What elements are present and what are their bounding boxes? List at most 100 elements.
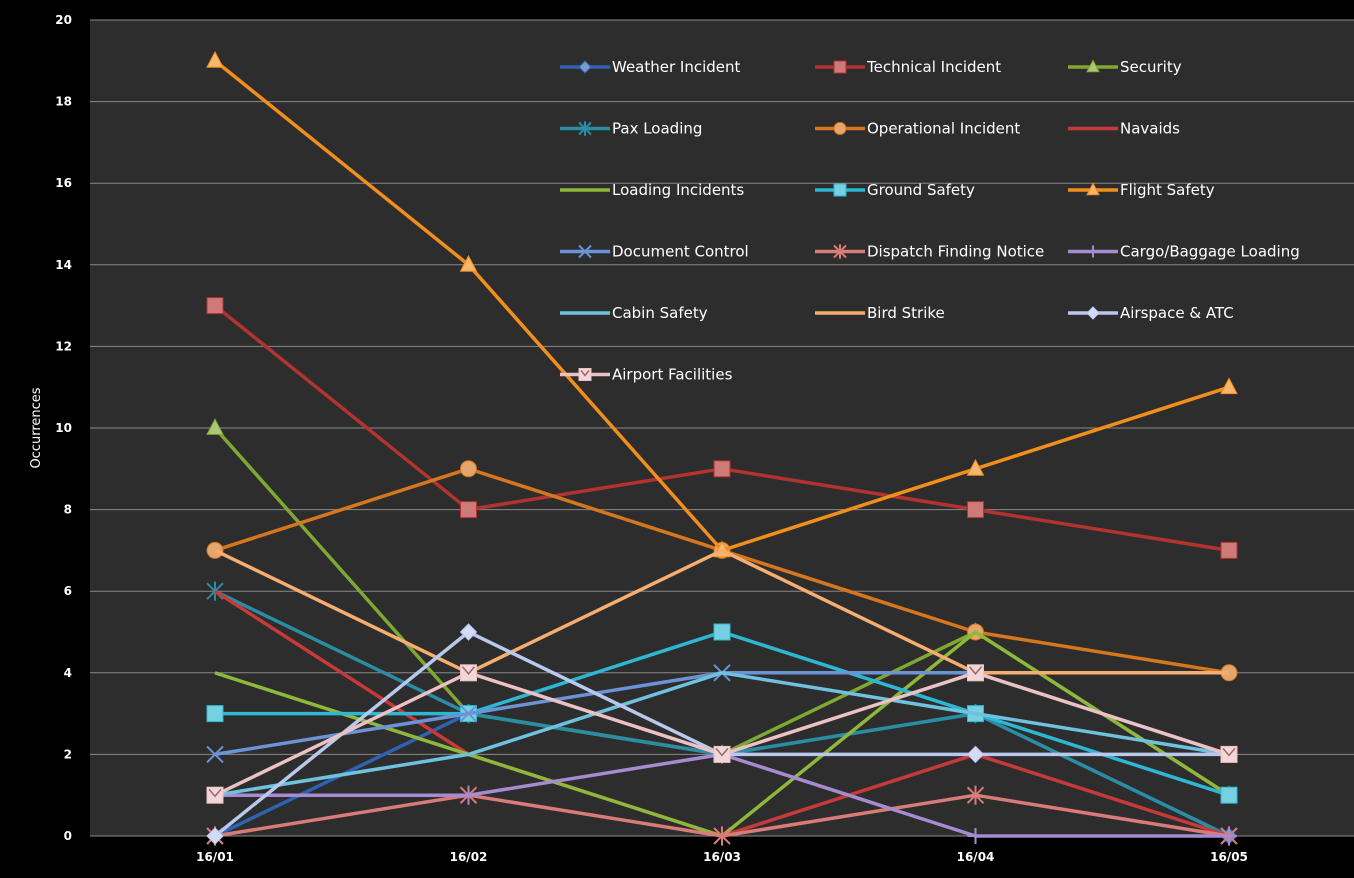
data-point-document-control — [459, 704, 478, 723]
series-technical-incident — [206, 297, 1238, 559]
legend-label: Loading Incidents — [612, 181, 744, 199]
data-point-operational-incident — [460, 460, 477, 478]
legend-label: Cabin Safety — [612, 304, 708, 322]
data-point-cargo-baggage-loading — [1221, 828, 1237, 844]
data-point-airspace-atc — [206, 827, 224, 845]
legend-marker — [1086, 306, 1100, 320]
legend-marker — [578, 121, 592, 136]
data-point-cargo-baggage-loading — [967, 828, 984, 844]
x-tick-label: 16/04 — [957, 850, 995, 864]
legend: Weather Incident Technical Incident Securi… — [560, 58, 1300, 384]
legend-label: Airport Facilities — [612, 366, 733, 384]
legend-marker — [1086, 182, 1100, 196]
data-point-airspace-atc — [966, 745, 985, 764]
series-airport-facilities — [206, 664, 1238, 804]
data-point-document-control — [206, 745, 224, 764]
data-point-airport-facilities-glyph — [968, 666, 983, 675]
data-point-airport-facilities-glyph — [461, 666, 476, 675]
data-point-cargo-baggage-loading — [460, 787, 477, 804]
data-point-dispatch-finding-notice — [966, 785, 985, 805]
legend-label: Weather Incident — [612, 58, 741, 76]
data-point-technical-incident — [460, 501, 477, 519]
x-tick-label: 16/03 — [703, 850, 741, 864]
y-tick-label: 0 — [64, 829, 72, 843]
data-point-airspace-atc — [459, 623, 478, 641]
series-bird-strike — [214, 548, 1229, 675]
data-point-technical-incident — [967, 501, 984, 519]
legend-label: Bird Strike — [867, 304, 945, 322]
data-point-airport-facilities-glyph — [208, 788, 222, 798]
legend-item-ground-safety: Ground Safety — [815, 181, 975, 199]
data-point-ground-safety — [206, 705, 224, 723]
legend-item-operational-incident: Operational Incident — [815, 120, 1020, 138]
legend-label: Flight Safety — [1120, 181, 1215, 199]
data-point-ground-safety — [713, 623, 731, 641]
data-point-dispatch-finding-notice — [713, 826, 731, 846]
y-tick-label: 10 — [55, 421, 72, 435]
data-point-technical-incident — [1220, 541, 1238, 559]
legend-item-cabin-safety: Cabin Safety — [560, 304, 708, 322]
y-tick-label: 4 — [64, 666, 72, 680]
legend-item-technical-incident: Technical Incident — [815, 58, 1001, 76]
legend-marker — [578, 60, 592, 74]
y-tick-label: 16 — [55, 176, 72, 190]
x-tick-labels: 16/01 16/02 16/03 16/04 16/05 — [196, 850, 1248, 864]
legend-marker — [833, 244, 847, 259]
legend-item-pax-loading: Pax Loading — [560, 120, 702, 138]
legend-marker — [1087, 245, 1099, 258]
legend-item-navaids: Navaids — [1068, 120, 1180, 138]
data-point-flight-safety — [206, 50, 224, 68]
data-point-flight-safety — [459, 254, 478, 272]
legend-item-airspace-atc: Airspace & ATC — [1068, 304, 1234, 322]
data-point-airport-facilities-glyph — [1222, 747, 1236, 757]
legend-item-loading-incidents: Loading Incidents — [560, 181, 744, 199]
y-tick-label: 18 — [55, 95, 72, 109]
legend-item-cargo-baggage-loading: Cargo/Baggage Loading — [1068, 243, 1300, 261]
legend-marker — [578, 244, 592, 259]
series-cabin-safety — [214, 671, 1230, 797]
series-lines — [206, 50, 1238, 846]
legend-item-airport-facilities: Airport Facilities — [560, 366, 733, 384]
legend-item-security: Security — [1068, 58, 1182, 76]
legend-label: Cargo/Baggage Loading — [1120, 243, 1300, 261]
legend-item-document-control: Document Control — [560, 243, 749, 261]
legend-marker — [1086, 59, 1100, 73]
series-line-cabin-safety — [214, 671, 1230, 797]
legend-item-dispatch-finding-notice: Dispatch Finding Notice — [815, 243, 1044, 261]
y-tick-labels: 0 2 4 6 8 10 12 14 16 18 20 — [55, 13, 72, 843]
legend-label: Security — [1120, 58, 1182, 76]
data-point-security — [206, 418, 224, 435]
legend-label: Navaids — [1120, 120, 1180, 138]
y-tick-label: 2 — [64, 747, 72, 761]
legend-marker — [833, 122, 847, 135]
x-tick-label: 16/01 — [196, 850, 234, 864]
legend-label: Pax Loading — [612, 120, 702, 138]
legend-label: Document Control — [612, 243, 749, 261]
data-point-airport-facilities-glyph — [715, 747, 729, 757]
series-line-bird-strike — [214, 548, 1229, 675]
data-point-technical-incident — [206, 297, 224, 315]
data-point-flight-safety — [966, 458, 985, 476]
legend-marker — [833, 183, 847, 197]
y-tick-label: 8 — [64, 503, 72, 517]
x-tick-label: 16/05 — [1210, 850, 1248, 864]
y-tick-label: 14 — [55, 258, 72, 272]
y-tick-label: 12 — [55, 339, 72, 353]
data-point-flight-safety — [1220, 377, 1238, 395]
legend-label: Dispatch Finding Notice — [867, 243, 1044, 261]
data-point-ground-safety — [1220, 786, 1238, 804]
legend-label: Airspace & ATC — [1120, 304, 1234, 322]
legend-marker-glyph — [580, 370, 590, 377]
y-axis-label: Occurrences — [29, 387, 44, 468]
x-tick-label: 16/02 — [450, 850, 488, 864]
legend-label: Operational Incident — [867, 120, 1020, 138]
legend-item-weather-incident: Weather Incident — [560, 58, 741, 76]
legend-label: Ground Safety — [867, 181, 975, 199]
legend-item-bird-strike: Bird Strike — [815, 304, 945, 322]
data-point-technical-incident — [713, 460, 731, 478]
y-tick-label: 6 — [64, 584, 72, 598]
y-tick-label: 20 — [55, 13, 72, 27]
legend-marker — [833, 60, 847, 74]
legend-label: Technical Incident — [866, 58, 1001, 76]
